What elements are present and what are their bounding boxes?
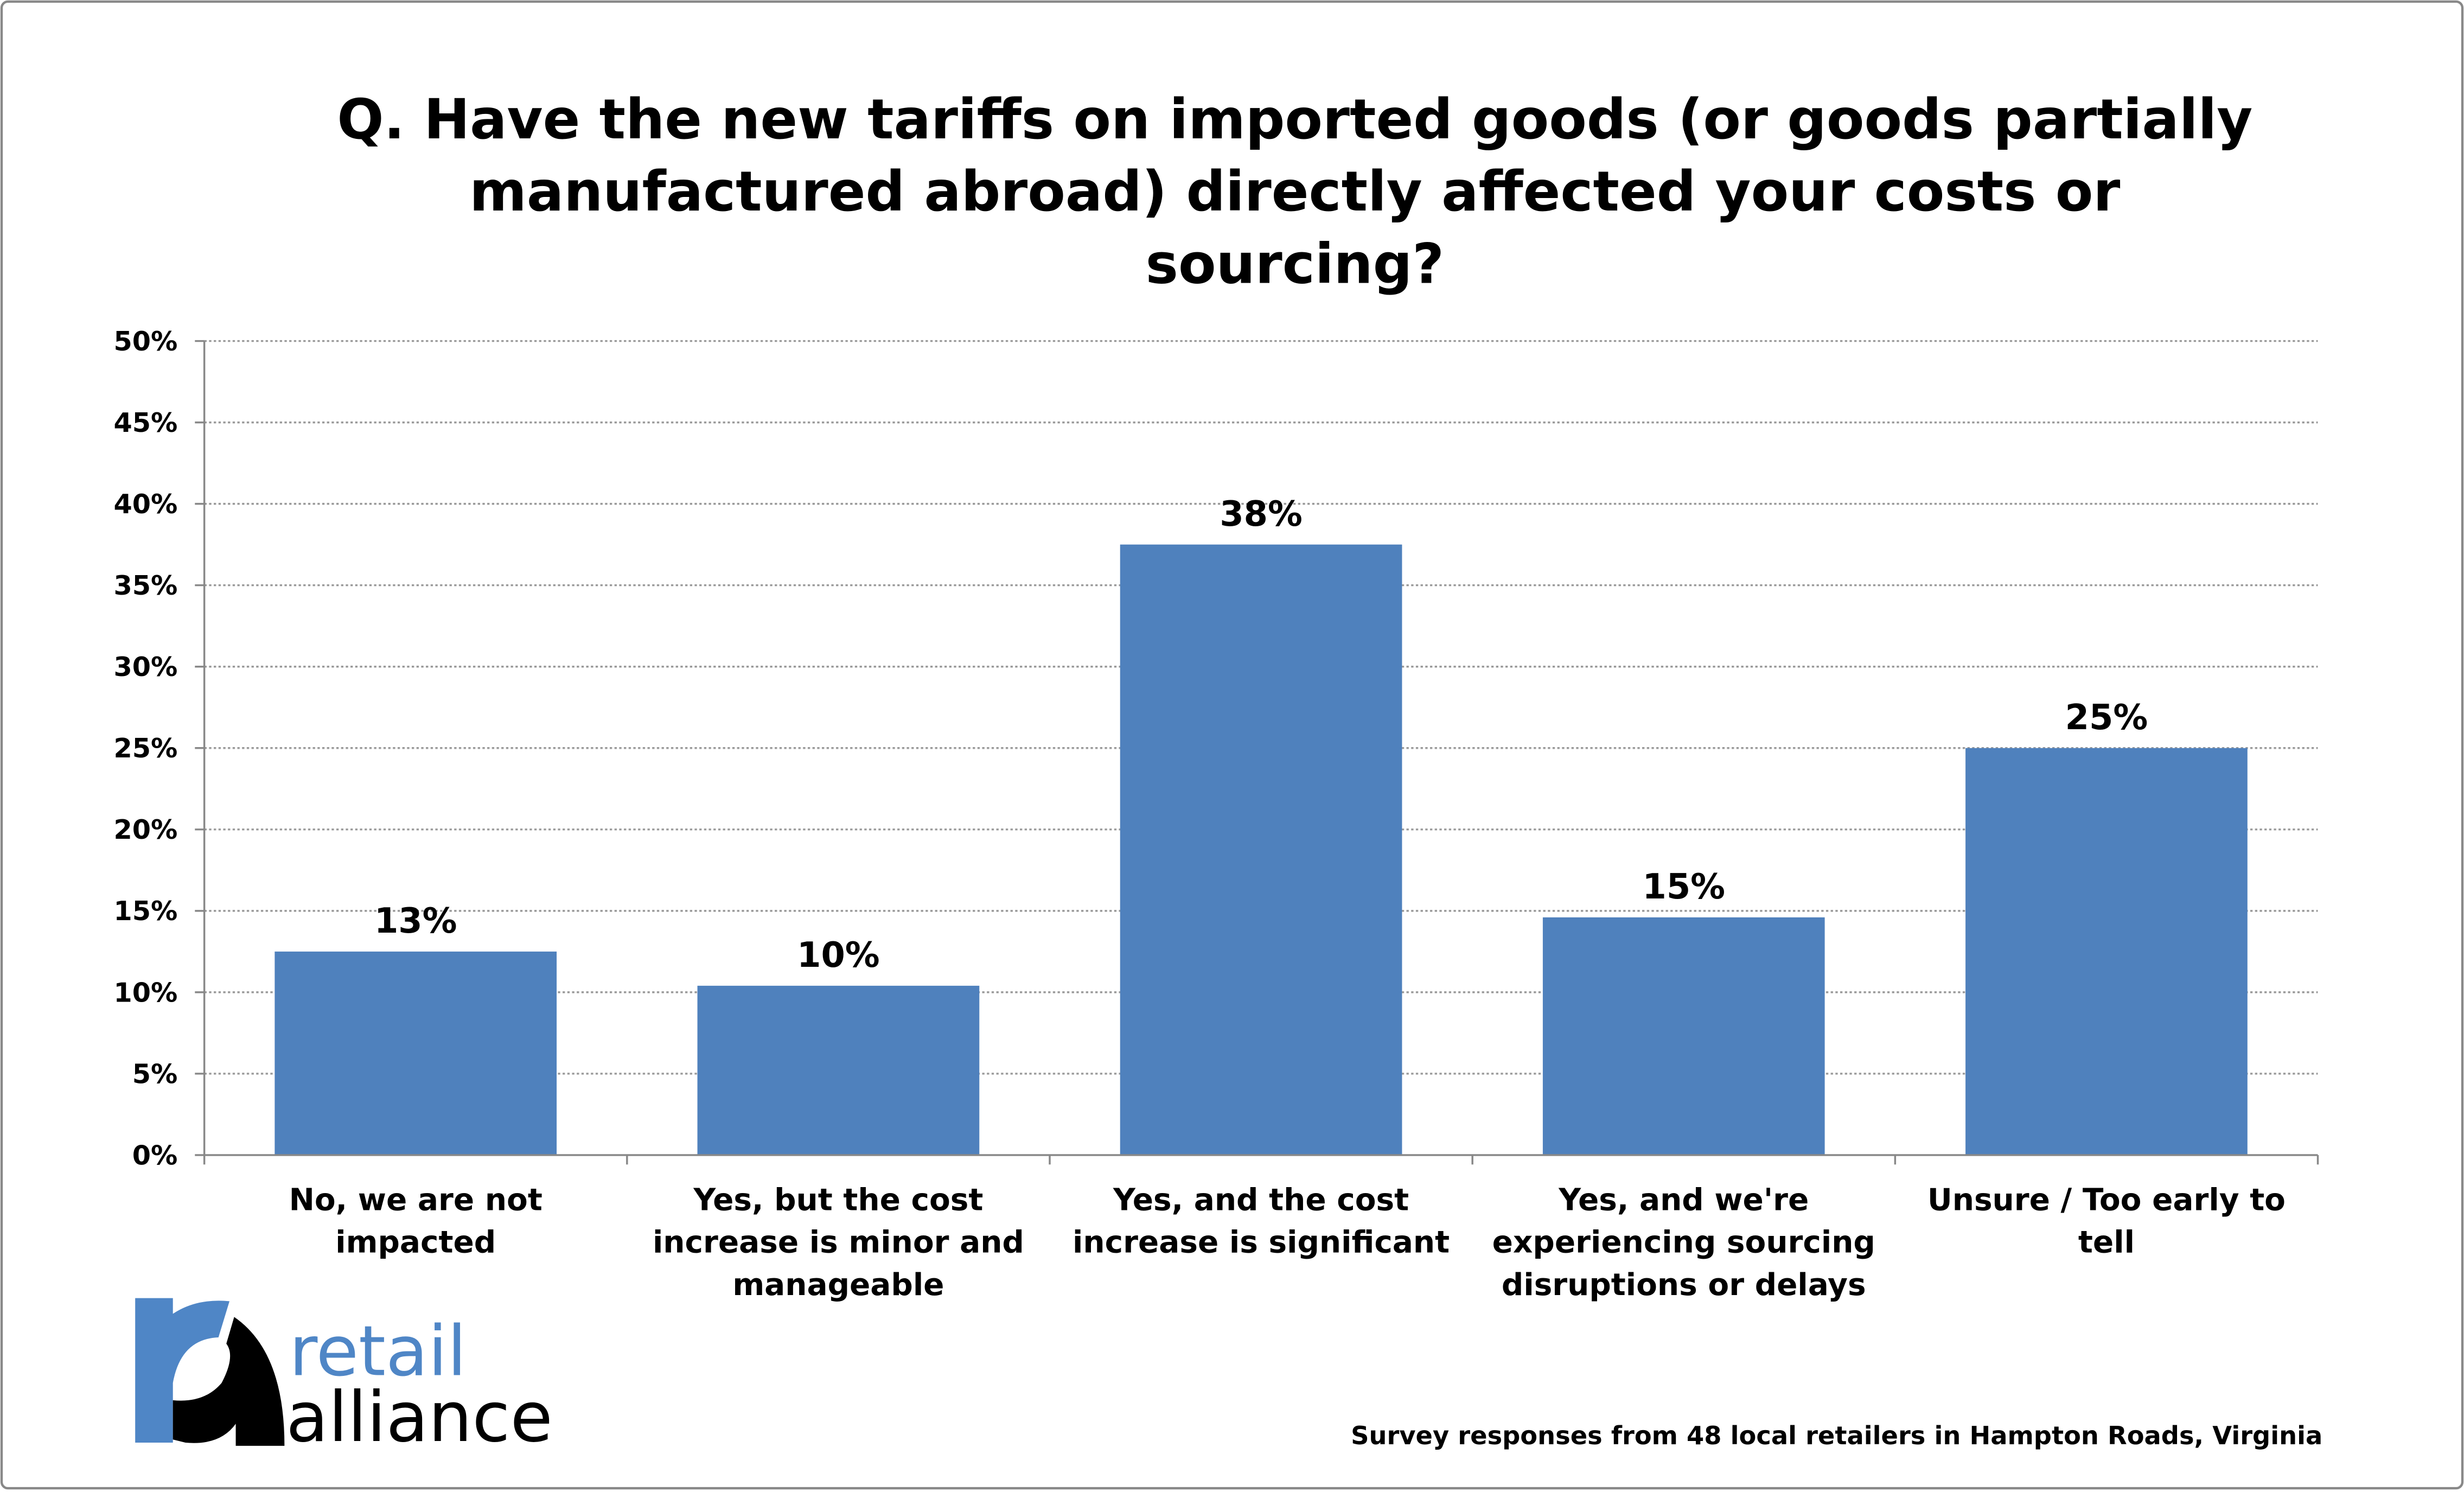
y-tick-label: 25% — [114, 732, 178, 764]
x-category-label: experiencing sourcing — [1492, 1225, 1875, 1260]
title-line-2: manufactured abroad) directly affected y… — [469, 160, 2120, 224]
x-category-label: Unsure / Too early to — [1927, 1182, 2286, 1217]
x-category-label: manageable — [732, 1267, 944, 1303]
x-category-label: impacted — [335, 1225, 496, 1260]
data-label: 25% — [2065, 698, 2148, 738]
data-label: 38% — [1220, 494, 1303, 534]
logo-a-shape — [173, 1317, 285, 1446]
x-category-label: No, we are not — [289, 1182, 542, 1217]
x-category-label: increase is minor and — [653, 1225, 1024, 1260]
y-axis: 0% 5% 10% 15% 20% 25% 30% 35% 40% 45% 50% — [114, 326, 206, 1171]
x-category-label: tell — [2078, 1225, 2135, 1260]
bar — [1542, 917, 1825, 1155]
y-tick-label: 20% — [114, 814, 178, 845]
title-line-1: Q. Have the new tariffs on imported good… — [337, 87, 2252, 151]
bars: 13% 10% 38% 15% 25% — [275, 494, 2248, 1155]
x-category-label: Yes, and we're — [1558, 1182, 1809, 1217]
y-tick-label: 15% — [114, 895, 178, 927]
data-label: 13% — [374, 901, 457, 941]
chart-title: Q. Have the new tariffs on imported good… — [337, 87, 2252, 296]
x-category-label: increase is significant — [1073, 1225, 1450, 1260]
y-tick-label: 45% — [114, 407, 178, 438]
logo-r-shape — [135, 1298, 229, 1443]
x-category-label: Yes, but the cost — [693, 1182, 983, 1217]
y-tick-label: 30% — [114, 651, 178, 683]
title-line-3: sourcing? — [1146, 232, 1444, 296]
retail-alliance-logo: retail alliance — [135, 1298, 553, 1458]
logo-text-retail: retail — [289, 1311, 467, 1392]
x-category-label: Yes, and the cost — [1113, 1182, 1409, 1217]
bar — [1965, 748, 2248, 1155]
x-axis: No, we are not impacted Yes, but the cost i… — [203, 1154, 2319, 1303]
bar — [275, 951, 557, 1155]
footnote: Survey responses from 48 local retailers… — [1351, 1421, 2322, 1450]
bar — [1120, 544, 1402, 1155]
data-label: 10% — [797, 935, 880, 975]
y-tick-label: 40% — [114, 488, 178, 520]
y-tick-label: 5% — [132, 1058, 178, 1089]
y-tick-label: 35% — [114, 570, 178, 601]
bar — [697, 985, 980, 1155]
y-tick-label: 10% — [114, 977, 178, 1008]
y-tick-label: 0% — [132, 1139, 178, 1171]
y-tick-label: 50% — [114, 326, 178, 357]
x-category-label: disruptions or delays — [1502, 1267, 1866, 1303]
logo-text-alliance: alliance — [286, 1378, 553, 1458]
data-label: 15% — [1643, 867, 1726, 907]
